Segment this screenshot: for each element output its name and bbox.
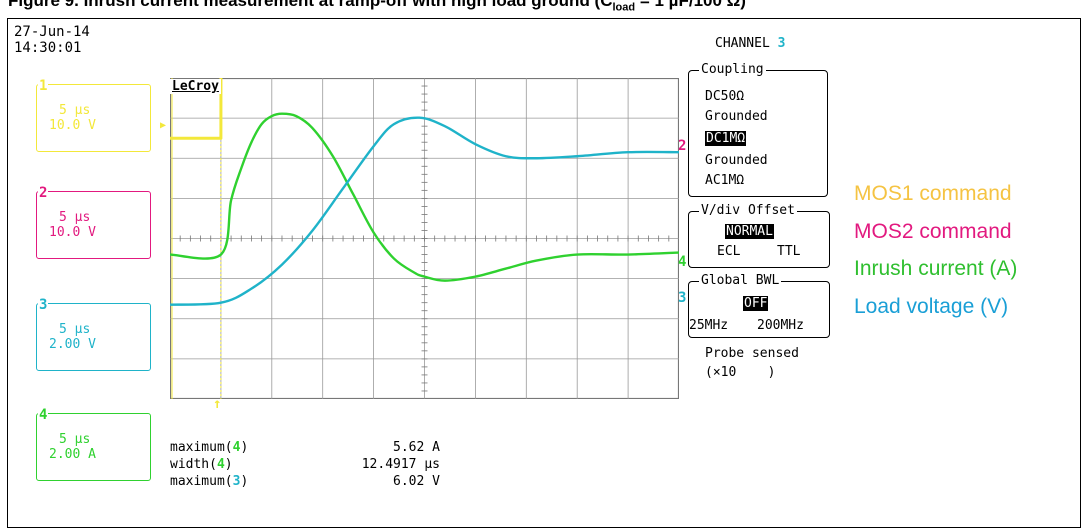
scope-traces — [170, 78, 679, 306]
scope-datetime: 27-Jun-14 14:30:01 — [14, 24, 90, 56]
coupling-option-selected[interactable]: DC1MΩ — [705, 131, 747, 146]
measurement-row: width(4) — [170, 457, 233, 472]
legend-mos2: MOS2 command — [854, 220, 1012, 243]
coupling-option[interactable]: Grounded — [705, 109, 768, 124]
measurement-row: maximum(3) — [170, 474, 249, 489]
coupling-option[interactable]: AC1MΩ — [705, 173, 745, 188]
global-bwl-menu[interactable]: Global BWL OFF 25MHz 200MHz — [688, 273, 830, 338]
channel-1-timebase: 5 µs — [59, 103, 91, 118]
channel-2-scale: 10.0 V — [49, 225, 96, 240]
bwl-200mhz-option[interactable]: 200MHz — [757, 318, 804, 333]
vdiv-offset-menu[interactable]: V/div Offset NORMAL ECL TTL — [688, 203, 830, 268]
channel-menu-header: CHANNEL 3 — [715, 36, 786, 51]
channel-3-scale: 2.00 V — [49, 337, 96, 352]
probe-factor-label: (×10 ) — [705, 365, 776, 380]
legend-inrush-current: Inrush current (A) — [854, 257, 1018, 280]
lecroy-logo: LeCroy — [170, 79, 221, 94]
trace-ch3 — [170, 116, 679, 306]
trigger-marker: ↑ — [213, 396, 222, 412]
channel-2-number: 2 — [38, 185, 49, 201]
ch2-right-marker: 2 — [678, 138, 687, 154]
ch1-level-marker: ▶ — [160, 120, 167, 131]
channel-1-scale: 10.0 V — [49, 118, 96, 133]
coupling-title: Coupling — [699, 62, 766, 77]
coupling-option[interactable]: DC50Ω — [705, 89, 745, 104]
global-bwl-title: Global BWL — [699, 273, 782, 288]
channel-1-box[interactable]: 1 5 µs 10.0 V — [36, 78, 151, 152]
scope-date: 27-Jun-14 — [14, 24, 90, 40]
legend-mos1: MOS1 command — [854, 182, 1012, 205]
measurement-value: 6.02 V — [393, 474, 440, 489]
channel-4-scale: 2.00 A — [49, 447, 96, 462]
channel-4-box[interactable]: 4 5 µs 2.00 A — [36, 407, 151, 481]
coupling-menu[interactable]: Coupling DC50Ω Grounded DC1MΩ Grounded A… — [688, 62, 828, 197]
bwl-25mhz-option[interactable]: 25MHz — [689, 318, 729, 333]
channel-3-box[interactable]: 3 5 µs 2.00 V — [36, 297, 151, 371]
trace-ch4 — [170, 112, 679, 282]
scope-grid — [170, 78, 679, 399]
channel-2-timebase: 5 µs — [59, 210, 91, 225]
probe-sensed-label: Probe sensed — [705, 346, 799, 361]
vdiv-ttl-option[interactable]: TTL — [777, 244, 801, 259]
scope-time: 14:30:01 — [14, 40, 82, 56]
vdiv-normal-option[interactable]: NORMAL — [725, 224, 774, 239]
trace-ch1 — [170, 78, 223, 140]
bwl-off-option[interactable]: OFF — [743, 296, 769, 311]
channel-2-box[interactable]: 2 5 µs 10.0 V — [36, 185, 151, 259]
ch4-right-marker: 4 — [678, 254, 687, 270]
coupling-option[interactable]: Grounded — [705, 153, 768, 168]
measurement-value: 12.4917 µs — [361, 457, 440, 472]
channel-3-number: 3 — [38, 297, 49, 313]
channel-4-timebase: 5 µs — [59, 432, 91, 447]
channel-3-timebase: 5 µs — [59, 322, 91, 337]
ch3-right-marker: 3 — [678, 290, 687, 306]
legend-load-voltage: Load voltage (V) — [854, 295, 1009, 318]
channel-1-number: 1 — [38, 78, 49, 94]
oscilloscope-plot — [170, 78, 679, 399]
measurement-row: maximum(4) — [170, 440, 249, 455]
figure-caption: Figure 9. Inrush current measurement at … — [8, 0, 746, 13]
vdiv-ecl-option[interactable]: ECL — [717, 244, 741, 259]
channel-4-number: 4 — [38, 407, 49, 423]
measurement-value: 5.62 A — [393, 440, 440, 455]
vdiv-offset-title: V/div Offset — [699, 203, 797, 218]
